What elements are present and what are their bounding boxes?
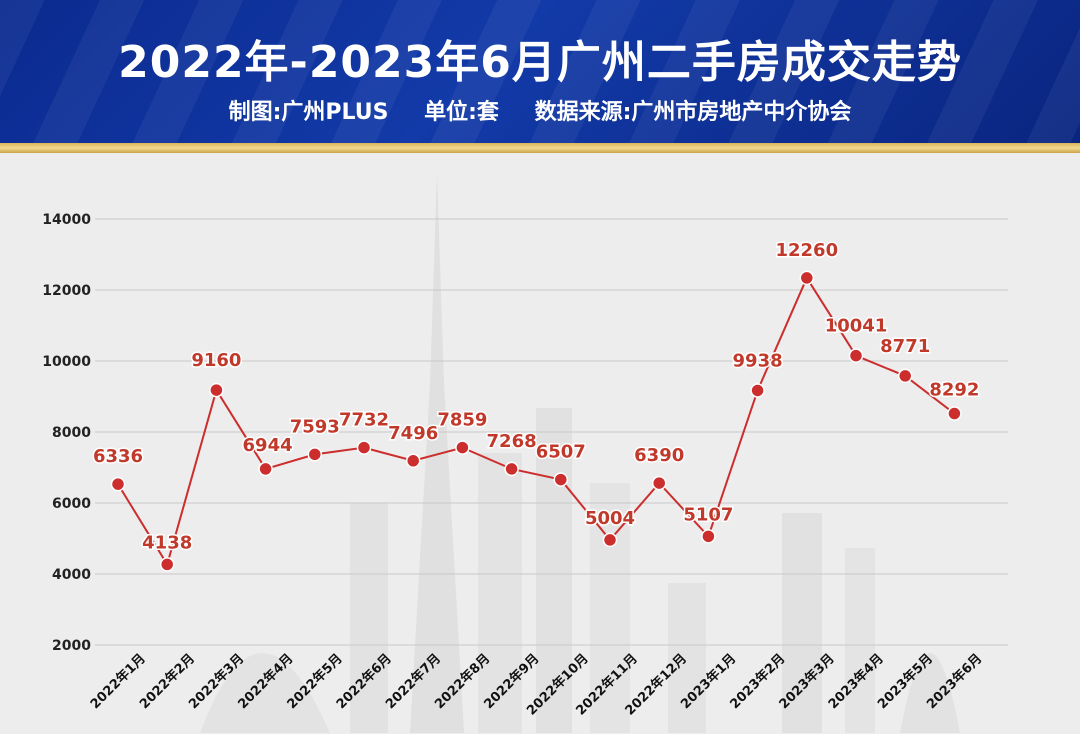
data-point bbox=[553, 472, 569, 487]
y-tick-label: 12000 bbox=[42, 283, 91, 299]
data-points bbox=[110, 270, 962, 572]
data-point bbox=[897, 368, 913, 384]
source-text: 数据来源:广州市房地产中介协会 bbox=[534, 100, 852, 125]
data-label: 12260 bbox=[775, 240, 838, 261]
data-point bbox=[651, 475, 667, 491]
data-point bbox=[110, 476, 126, 492]
header-banner: 2022年-2023年6月广州二手房成交走势 制图:广州PLUS 单位:套 数据… bbox=[0, 0, 1080, 143]
data-label: 7593 bbox=[290, 416, 340, 437]
data-label: 9160 bbox=[191, 350, 241, 371]
y-tick-label: 8000 bbox=[52, 425, 91, 441]
series-polyline bbox=[117, 275, 956, 567]
data-point bbox=[455, 440, 470, 455]
data-point bbox=[504, 461, 519, 477]
data-point bbox=[209, 382, 224, 398]
data-point bbox=[258, 461, 273, 477]
data-label: 7496 bbox=[388, 423, 438, 444]
data-label: 8292 bbox=[929, 380, 979, 401]
data-label: 5004 bbox=[585, 508, 635, 529]
data-point bbox=[799, 270, 815, 286]
page-title: 2022年-2023年6月广州二手房成交走势 bbox=[118, 37, 962, 88]
data-point bbox=[947, 406, 962, 421]
gold-divider bbox=[0, 143, 1080, 153]
unit-text: 单位:套 bbox=[424, 100, 499, 125]
data-point bbox=[602, 532, 618, 548]
data-point bbox=[750, 383, 765, 398]
data-label: 5107 bbox=[683, 504, 733, 525]
credit-text: 制图:广州PLUS bbox=[228, 100, 389, 125]
data-label: 9938 bbox=[733, 350, 783, 371]
y-tick-label: 10000 bbox=[42, 354, 91, 370]
data-label: 6507 bbox=[536, 442, 586, 463]
data-label: 6336 bbox=[93, 446, 143, 467]
data-label: 4138 bbox=[142, 532, 192, 553]
data-label: 6390 bbox=[634, 445, 684, 466]
y-tick-label: 14000 bbox=[42, 212, 91, 228]
data-point bbox=[356, 440, 372, 455]
data-label: 6944 bbox=[243, 435, 293, 456]
data-label: 7732 bbox=[339, 410, 389, 431]
data-label: 10041 bbox=[825, 316, 888, 337]
data-point bbox=[159, 557, 175, 572]
data-label: 8771 bbox=[880, 336, 930, 357]
y-tick-label: 4000 bbox=[52, 567, 91, 583]
y-axis-ticks: 2000 4000 6000 8000 10000 12000 14000 bbox=[42, 212, 91, 654]
data-point bbox=[307, 447, 323, 462]
y-tick-label: 6000 bbox=[52, 496, 91, 512]
subtitle-row: 制图:广州PLUS 单位:套 数据来源:广州市房地产中介协会 bbox=[0, 94, 1080, 126]
data-point bbox=[848, 348, 864, 363]
grid-lines bbox=[95, 218, 1008, 646]
data-point bbox=[701, 529, 716, 544]
line-chart: 2000 4000 6000 8000 10000 12000 14000 6336 4138… bbox=[42, 173, 1008, 733]
data-label: 7859 bbox=[437, 410, 487, 431]
y-tick-label: 2000 bbox=[52, 638, 91, 654]
data-point bbox=[405, 453, 421, 469]
series-line bbox=[117, 275, 956, 567]
data-label: 7268 bbox=[487, 431, 537, 452]
